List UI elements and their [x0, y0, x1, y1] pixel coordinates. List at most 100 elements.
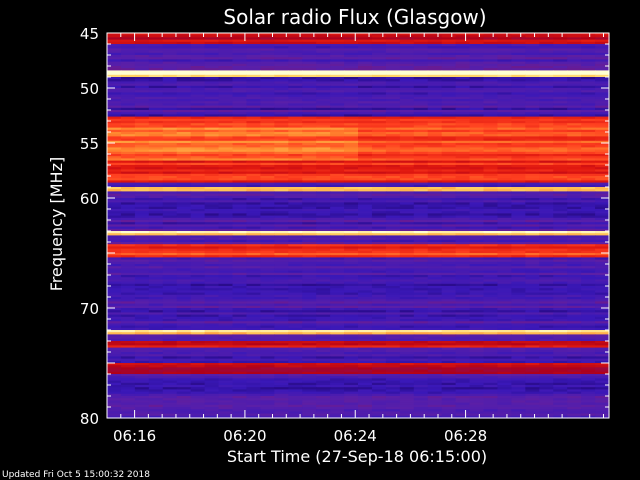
heatmap-cell	[483, 127, 499, 131]
heatmap-cell	[176, 224, 192, 228]
heatmap-cell	[371, 193, 387, 197]
heatmap-cell	[302, 136, 317, 140]
heatmap-cell	[107, 224, 122, 228]
heatmap-cell	[539, 107, 554, 111]
heatmap-cell	[553, 319, 568, 322]
heatmap-cell	[190, 325, 206, 329]
heatmap-cell	[511, 127, 526, 131]
heatmap-cell	[483, 101, 499, 104]
heatmap-cell	[497, 145, 512, 148]
heatmap-cell	[107, 140, 122, 144]
heatmap-cell	[260, 248, 275, 252]
heatmap-cell	[441, 228, 457, 232]
heatmap-cell	[162, 239, 178, 243]
heatmap-cell	[246, 176, 261, 179]
heatmap-cell	[399, 154, 415, 157]
heatmap-cell	[525, 200, 540, 203]
heatmap-cell	[232, 134, 248, 137]
heatmap-cell	[260, 70, 275, 74]
heatmap-cell	[134, 52, 150, 56]
heatmap-cell	[148, 70, 164, 74]
heatmap-cell	[218, 253, 234, 256]
heatmap-cell	[260, 171, 275, 175]
heatmap-cell	[148, 110, 164, 113]
heatmap-cell	[567, 167, 582, 170]
heatmap-cell	[441, 332, 457, 335]
heatmap-cell	[441, 180, 457, 184]
heatmap-cell	[399, 195, 415, 199]
heatmap-cell	[539, 50, 554, 54]
heatmap-cell	[525, 132, 540, 135]
heatmap-cell	[483, 44, 499, 47]
heatmap-cell	[595, 140, 610, 144]
heatmap-cell	[441, 48, 457, 52]
heatmap-cell	[539, 182, 554, 186]
heatmap-cell	[260, 288, 275, 291]
heatmap-cell	[302, 272, 317, 276]
heatmap-cell	[246, 316, 261, 320]
heatmap-cell	[260, 184, 275, 188]
heatmap-cell	[204, 314, 220, 318]
heatmap-cell	[148, 299, 164, 302]
heatmap-cell	[218, 173, 234, 177]
heatmap-cell	[107, 35, 122, 38]
heatmap-cell	[134, 323, 150, 327]
heatmap-cell	[413, 213, 429, 217]
heatmap-cell	[525, 312, 540, 316]
heatmap-cell	[595, 226, 610, 230]
heatmap-cell	[581, 237, 596, 241]
heatmap-cell	[553, 266, 568, 269]
heatmap-cell	[525, 103, 540, 107]
heatmap-cell	[107, 325, 122, 329]
heatmap-cell	[232, 217, 248, 221]
heatmap-cell	[358, 235, 373, 239]
heatmap-cell	[204, 114, 220, 118]
heatmap-cell	[316, 312, 331, 316]
heatmap-cell	[246, 63, 261, 67]
heatmap-cell	[176, 244, 192, 247]
heatmap-cell	[511, 61, 526, 65]
heatmap-cell	[288, 327, 303, 331]
heatmap-cell	[553, 176, 568, 179]
heatmap-cell	[148, 193, 164, 197]
heatmap-cell	[120, 94, 136, 98]
heatmap-cell	[497, 314, 512, 318]
heatmap-cell	[344, 189, 359, 192]
heatmap-cell	[246, 121, 261, 124]
heatmap-cell	[246, 173, 261, 177]
heatmap-cell	[385, 77, 401, 80]
heatmap-cell	[302, 176, 317, 179]
heatmap-cell	[218, 314, 234, 318]
heatmap-cell	[567, 332, 582, 335]
heatmap-cell	[525, 158, 540, 162]
heatmap-cell	[539, 268, 554, 272]
heatmap-cell	[204, 171, 220, 175]
heatmap-cell	[469, 50, 485, 54]
heatmap-cell	[539, 167, 554, 170]
heatmap-cell	[176, 231, 192, 234]
heatmap-cell	[302, 72, 317, 76]
heatmap-cell	[330, 99, 345, 102]
heatmap-cell	[344, 63, 359, 67]
heatmap-cell	[232, 118, 248, 122]
heatmap-cell	[302, 44, 317, 47]
heatmap-cell	[358, 63, 373, 67]
heatmap-cell	[358, 41, 373, 45]
heatmap-cell	[218, 70, 234, 74]
heatmap-cell	[274, 116, 289, 120]
heatmap-cell	[344, 310, 359, 313]
heatmap-cell	[176, 193, 192, 197]
heatmap-cell	[511, 215, 526, 219]
heatmap-cell	[204, 275, 220, 278]
heatmap-cell	[162, 277, 178, 280]
heatmap-cell	[134, 37, 150, 41]
heatmap-cell	[120, 66, 136, 69]
heatmap-cell	[288, 121, 303, 124]
heatmap-cell	[120, 279, 136, 283]
heatmap-cell	[134, 118, 150, 122]
heatmap-cell	[274, 178, 289, 181]
heatmap-cell	[553, 121, 568, 124]
heatmap-cell	[162, 37, 178, 41]
heatmap-cell	[553, 253, 568, 256]
heatmap-cell	[385, 294, 401, 298]
